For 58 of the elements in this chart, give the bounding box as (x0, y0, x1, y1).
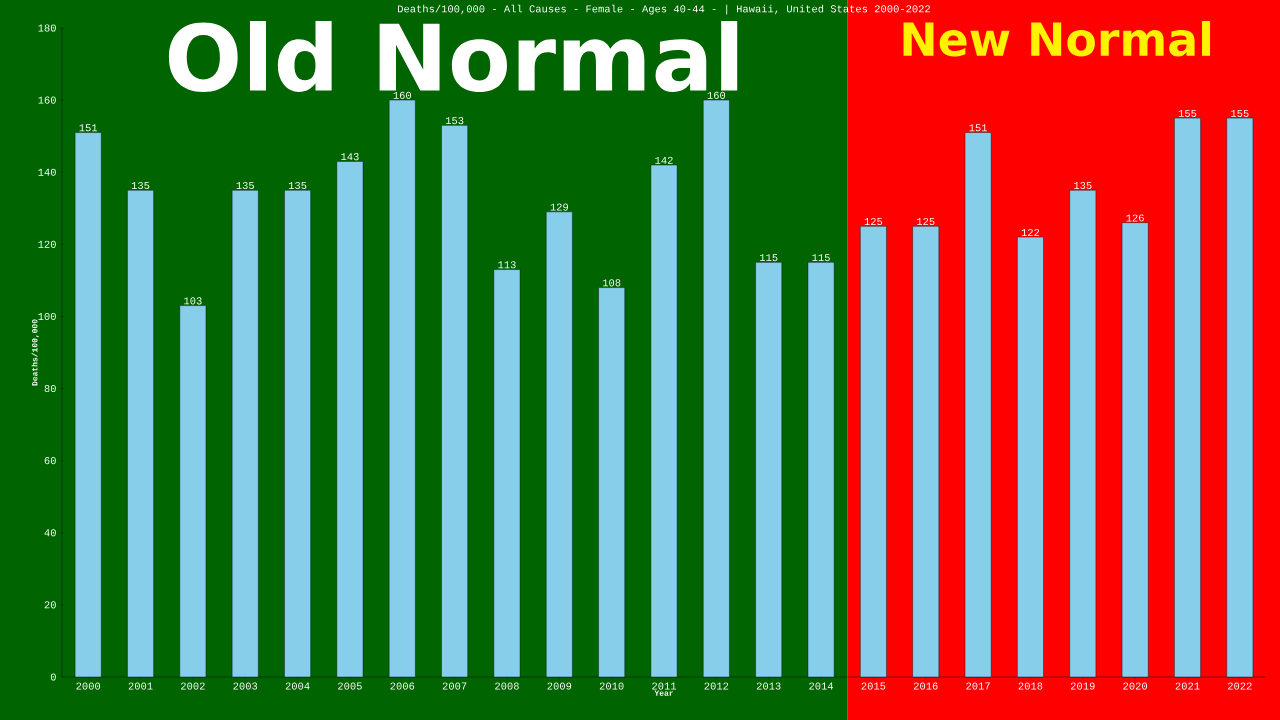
x-tick-label: 2008 (495, 682, 519, 690)
data-label: 135 (131, 181, 150, 190)
y-tick-label: 0 (50, 673, 56, 681)
y-tick-label: 180 (38, 24, 56, 32)
x-tick-label: 2004 (285, 682, 310, 690)
x-tick-label: 2019 (1070, 682, 1095, 690)
data-label: 122 (1021, 228, 1040, 236)
y-tick-label: 100 (38, 312, 56, 320)
x-tick-label: 2021 (1175, 682, 1200, 690)
x-tick-label: 2003 (233, 682, 258, 690)
x-tick-label: 2022 (1228, 682, 1252, 690)
x-tick-label: 2014 (809, 682, 834, 690)
data-label: 135 (288, 181, 307, 190)
x-tick-label: 2002 (181, 682, 205, 690)
data-label: 155 (1178, 109, 1197, 117)
y-tick-label: 160 (38, 96, 56, 104)
data-label: 113 (498, 261, 516, 269)
data-label: 108 (602, 279, 621, 287)
y-tick-label: 60 (44, 457, 56, 465)
x-tick-label: 2009 (547, 682, 572, 690)
data-label: 143 (341, 153, 359, 161)
x-tick-label: 2000 (76, 682, 101, 690)
data-label: 151 (969, 124, 987, 132)
band-label: Old Normal (168, 20, 738, 92)
x-tick-label: 2006 (390, 682, 415, 690)
y-tick-label: 120 (38, 240, 56, 248)
x-tick-label: 2011 (652, 682, 677, 690)
data-label: 160 (393, 91, 412, 99)
data-label: 151 (79, 124, 98, 132)
data-label: 153 (445, 117, 464, 125)
x-tick-label: 2007 (442, 682, 467, 690)
data-label: 126 (1126, 214, 1144, 222)
x-tick-label: 2013 (756, 682, 781, 690)
data-label: 125 (864, 217, 883, 226)
data-label: 135 (1074, 181, 1092, 190)
x-tick-label: 2012 (704, 682, 729, 690)
data-label: 160 (707, 91, 726, 99)
x-tick-label: 2010 (599, 682, 624, 690)
x-tick-label: 2017 (966, 682, 990, 690)
data-label: 115 (760, 254, 778, 262)
x-tick-label: 2016 (913, 682, 938, 690)
data-label: 125 (917, 217, 935, 226)
y-tick-label: 20 (44, 601, 56, 609)
x-tick-label: 2018 (1018, 682, 1043, 690)
x-tick-label: 2020 (1123, 682, 1148, 690)
x-tick-label: 2001 (128, 682, 153, 690)
data-label: 142 (655, 156, 673, 164)
x-tick-label: 2005 (338, 682, 362, 690)
data-label: 129 (550, 203, 568, 211)
data-label: 103 (184, 297, 202, 305)
y-tick-label: 140 (38, 168, 56, 176)
y-tick-label: 40 (44, 529, 56, 537)
x-tick-label: 2015 (861, 682, 886, 690)
data-label: 135 (236, 181, 254, 190)
band-label: New Normal (903, 20, 1211, 57)
data-label: 115 (812, 254, 830, 262)
y-tick-label: 80 (44, 384, 56, 393)
data-label: 155 (1231, 109, 1249, 117)
